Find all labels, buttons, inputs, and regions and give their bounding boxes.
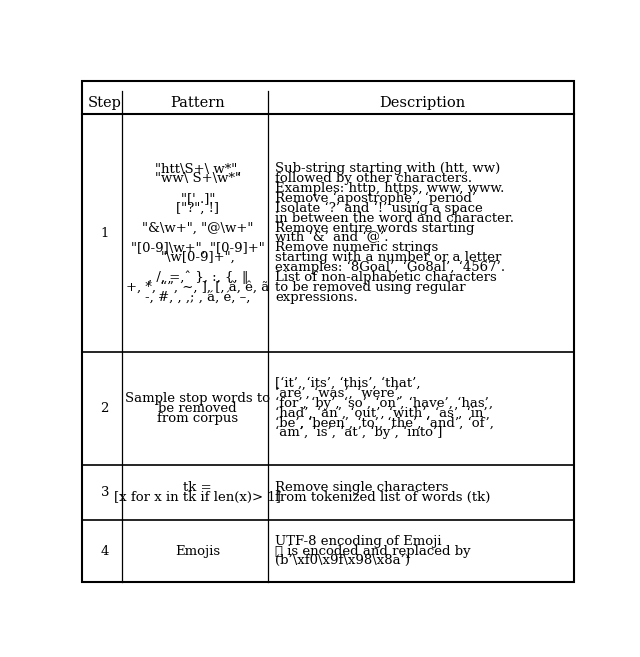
Text: ‘be’, ‘been’, ‘to’, ‘the’, ‘and’, ‘of’,: ‘be’, ‘been’, ‘to’, ‘the’, ‘and’, ‘of’, [275,417,494,430]
Text: with ‘&’ and ‘@’.: with ‘&’ and ‘@’. [275,231,388,244]
Text: ‘had’, ‘an’, ‘out’, ‘with’, ‘as’, ‘in’: ‘had’, ‘an’, ‘out’, ‘with’, ‘as’, ‘in’ [275,407,488,420]
Text: starting with a number or a letter: starting with a number or a letter [275,251,501,264]
Text: "[0-9]\w+", "[0-9]+": "[0-9]\w+", "[0-9]+" [131,241,265,254]
Text: , /, =,ˆ }, :, {, ‖: , /, =,ˆ }, :, {, ‖ [148,271,248,284]
Text: expressions.: expressions. [275,290,358,304]
Text: Sample stop words to: Sample stop words to [125,392,270,405]
Text: Step: Step [88,96,122,110]
Text: "&\w+", "@\w+": "&\w+", "@\w+" [142,221,253,235]
Text: Sub-string starting with (htt, ww): Sub-string starting with (htt, ww) [275,162,500,175]
Text: Remove numeric strings: Remove numeric strings [275,241,438,254]
Text: Remove entire words starting: Remove entire words starting [275,221,474,235]
Text: ‘am’, ‘is’, ‘at’, ‘by’, ‘into’]: ‘am’, ‘is’, ‘at’, ‘by’, ‘into’] [275,426,442,440]
Text: -, #, , ,; , á, é, –,: -, #, , ,; , á, é, –, [145,290,250,304]
Text: Description: Description [379,96,465,110]
Text: ["?", !]: ["?", !] [176,202,220,215]
Text: 🙂 is encoded and replaced by: 🙂 is encoded and replaced by [275,545,470,558]
Text: from corpus: from corpus [157,411,238,424]
Text: "htt\S+\ w*",: "htt\S+\ w*", [155,162,241,175]
Text: Isolate ‘?’ and ‘!’ using a space: Isolate ‘?’ and ‘!’ using a space [275,202,483,215]
Text: ‘for’, ‘by’, ‘so’, ‘on’, ‘have’, ‘has’,: ‘for’, ‘by’, ‘so’, ‘on’, ‘have’, ‘has’, [275,397,493,410]
Text: +, *, “”, ∼, ], [, â, ê, ã: +, *, “”, ∼, ], [, â, ê, ã [126,281,269,294]
Text: Remove single characters: Remove single characters [275,481,449,494]
Text: from tokenized list of words (tk): from tokenized list of words (tk) [275,491,490,504]
Text: [x for x in tk if len(x)> 1]: [x for x in tk if len(x)> 1] [115,491,281,504]
Text: 1: 1 [100,227,109,240]
Text: Emojis: Emojis [175,545,220,558]
Text: followed by other characters.: followed by other characters. [275,172,472,185]
Text: Remove ‘apostrophe’, ‘period’: Remove ‘apostrophe’, ‘period’ [275,192,476,205]
Text: "[' .]": "[' .]" [180,192,215,205]
Text: 3: 3 [100,486,109,499]
Text: in between the word and character.: in between the word and character. [275,212,514,225]
Text: 2: 2 [100,401,109,415]
Text: [‘it’, ‘its’, ‘this’, ‘that’,: [‘it’, ‘its’, ‘this’, ‘that’, [275,377,420,390]
Text: ‘are’, ‘was’, ‘were’,: ‘are’, ‘was’, ‘were’, [275,387,403,400]
Text: List of non-alphabetic characters: List of non-alphabetic characters [275,271,497,284]
Text: Examples: http, https, www, www.: Examples: http, https, www, www. [275,182,504,195]
Text: (b’\xf0\x9f\x98\x8a’): (b’\xf0\x9f\x98\x8a’) [275,555,410,568]
Text: tk =: tk = [184,481,212,494]
Text: examples: ‘8Goal’, ‘Go8al’, ‘4567’.: examples: ‘8Goal’, ‘Go8al’, ‘4567’. [275,261,505,274]
Text: "ww\ S+\w*": "ww\ S+\w*" [155,172,241,185]
Text: be removed: be removed [159,401,237,415]
Text: "\w[0-9]+",: "\w[0-9]+", [161,251,235,264]
Text: 4: 4 [100,545,109,558]
Text: UTF-8 encoding of Emoji: UTF-8 encoding of Emoji [275,535,442,548]
Text: Pattern: Pattern [170,96,225,110]
Text: to be removed using regular: to be removed using regular [275,281,465,294]
